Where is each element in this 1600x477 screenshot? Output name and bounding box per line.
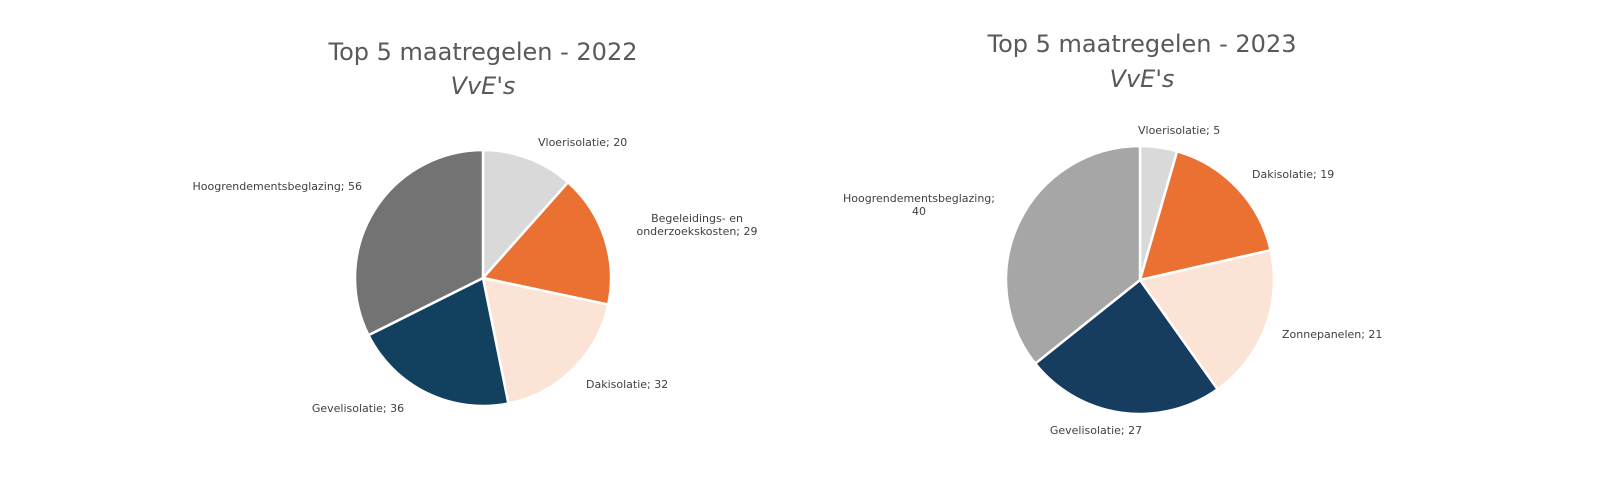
pie-slice-hoogrendementsbeglazing	[353, 148, 485, 337]
data-label-gevelisolatie: Gevelisolatie; 36	[312, 402, 404, 415]
chart-title: Top 5 maatregelen - 2023	[987, 30, 1297, 58]
data-label-hoogrendementsbeglazing: Hoogrendementsbeglazing; 40	[843, 192, 995, 218]
data-label-zonnepanelen: Zonnepanelen; 21	[1282, 328, 1382, 341]
data-label-vloerisolatie: Vloerisolatie; 20	[538, 136, 627, 149]
pie-slice-dakisolatie	[481, 276, 610, 405]
pie-plot-2022: Vloerisolatie; 20 Begeleidings- en onderzo…	[193, 136, 758, 415]
pie-slice-hoogrendementsbeglazing	[1004, 144, 1142, 365]
data-label-hoogrendementsbeglazing: Hoogrendementsbeglazing; 56	[193, 180, 363, 193]
pie-slice-gevelisolatie	[367, 276, 510, 408]
pie-plot-2023: Vloerisolatie; 5 Dakisolatie; 19 Zonnepane…	[843, 124, 1382, 437]
pie-chart-2023: Top 5 maatregelen - 2023 VvE's Vloerisol…	[800, 0, 1600, 477]
chart-subtitle: VvE's	[1109, 65, 1175, 93]
chart-title: Top 5 maatregelen - 2022	[328, 38, 638, 66]
pie-slice-dakisolatie	[1138, 149, 1272, 282]
pie-slice-gevelisolatie	[1033, 278, 1219, 416]
pie-slice-zonnepanelen	[1138, 248, 1276, 391]
data-label-vloerisolatie: Vloerisolatie; 5	[1138, 124, 1220, 137]
data-label-dakisolatie: Dakisolatie; 19	[1252, 168, 1334, 181]
chart-subtitle: VvE's	[450, 72, 516, 100]
pie-slice-vloerisolatie	[481, 148, 570, 280]
data-label-gevelisolatie: Gevelisolatie; 27	[1050, 424, 1142, 437]
data-label-dakisolatie: Dakisolatie; 32	[586, 378, 668, 391]
pie-chart-2022: Top 5 maatregelen - 2022 VvE's Vloerisol…	[193, 40, 758, 415]
pie-slice-begeleidings-en-onderzoekskosten	[481, 181, 613, 306]
data-label-begeleidings-en-onderzoekskosten: Begeleidings- en onderzoekskosten; 29	[636, 212, 757, 238]
